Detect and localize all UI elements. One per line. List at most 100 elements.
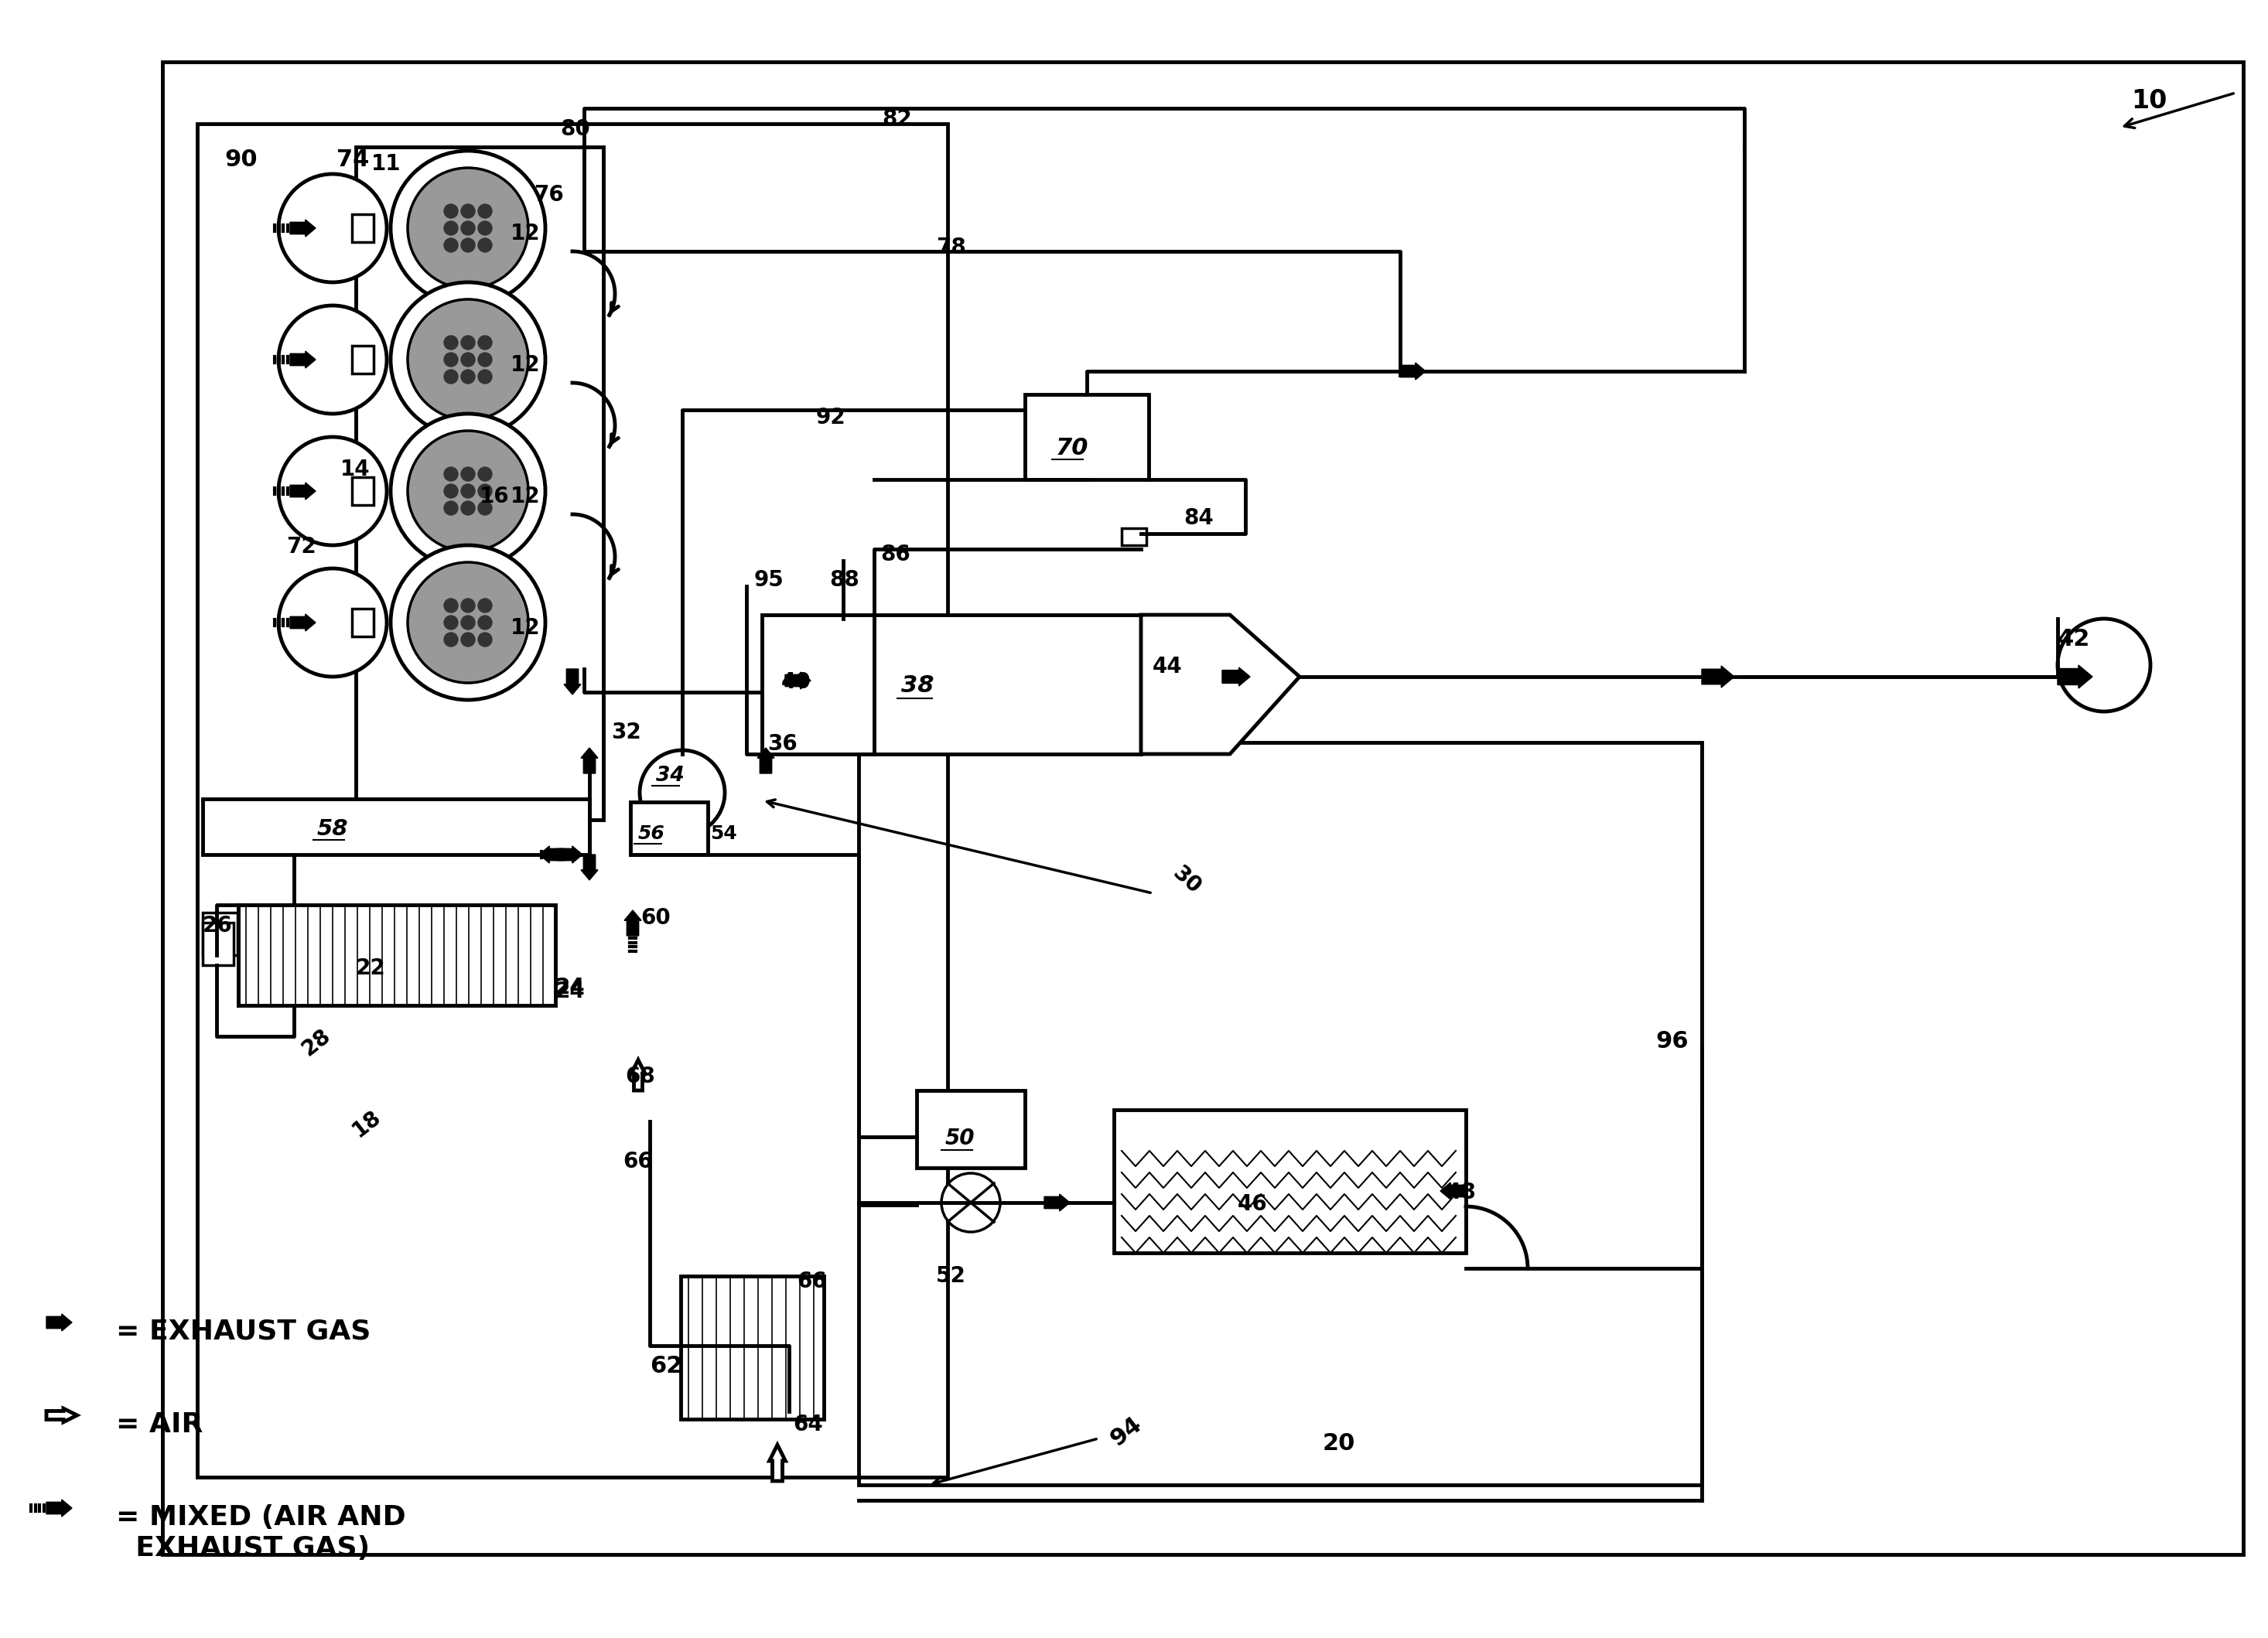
Circle shape xyxy=(445,336,458,349)
Circle shape xyxy=(2057,619,2150,711)
Circle shape xyxy=(479,616,492,629)
Bar xyxy=(202,922,234,965)
FancyArrow shape xyxy=(785,672,810,690)
Circle shape xyxy=(460,632,474,647)
Circle shape xyxy=(479,238,492,252)
Circle shape xyxy=(445,485,458,498)
Circle shape xyxy=(640,750,726,835)
Bar xyxy=(352,609,374,637)
Circle shape xyxy=(941,1173,1000,1232)
Circle shape xyxy=(479,485,492,498)
Text: 60: 60 xyxy=(640,907,671,929)
Circle shape xyxy=(408,431,528,552)
Circle shape xyxy=(479,352,492,367)
Bar xyxy=(762,614,1141,753)
Circle shape xyxy=(479,467,492,482)
Circle shape xyxy=(445,352,458,367)
Circle shape xyxy=(390,151,544,305)
Bar xyxy=(1114,1111,1465,1253)
Circle shape xyxy=(460,370,474,383)
Text: 66: 66 xyxy=(624,1152,653,1173)
Text: = EXHAUST GAS: = EXHAUST GAS xyxy=(116,1319,370,1345)
Bar xyxy=(197,124,948,1477)
Bar xyxy=(356,147,603,819)
Text: 30: 30 xyxy=(1168,862,1204,898)
Circle shape xyxy=(479,205,492,218)
FancyArrow shape xyxy=(1440,1183,1465,1199)
Circle shape xyxy=(408,167,528,288)
Bar xyxy=(238,904,556,1006)
Text: = MIXED (AIR AND: = MIXED (AIR AND xyxy=(116,1504,406,1530)
Polygon shape xyxy=(1141,614,1300,753)
FancyArrow shape xyxy=(1043,1194,1070,1210)
Bar xyxy=(1025,395,1148,480)
Polygon shape xyxy=(769,1445,785,1481)
Text: = AIR: = AIR xyxy=(116,1412,202,1438)
Text: 14: 14 xyxy=(340,459,370,480)
FancyArrow shape xyxy=(565,668,581,695)
FancyArrow shape xyxy=(290,483,315,500)
Circle shape xyxy=(479,370,492,383)
Circle shape xyxy=(445,370,458,383)
Circle shape xyxy=(460,598,474,613)
Text: 36: 36 xyxy=(767,734,798,755)
FancyArrow shape xyxy=(581,749,599,773)
Text: 34: 34 xyxy=(655,765,685,786)
Circle shape xyxy=(390,545,544,699)
FancyArrow shape xyxy=(1701,667,1735,688)
FancyArrow shape xyxy=(2057,665,2093,688)
Text: 26: 26 xyxy=(202,916,234,937)
Text: 28: 28 xyxy=(297,1025,336,1060)
Text: 12: 12 xyxy=(510,223,540,244)
FancyArrow shape xyxy=(45,1499,73,1517)
Text: 62: 62 xyxy=(649,1355,683,1378)
Text: 24: 24 xyxy=(556,981,585,1002)
Circle shape xyxy=(479,221,492,236)
Text: 46: 46 xyxy=(1238,1194,1268,1215)
Bar xyxy=(860,742,1701,1486)
Text: 40: 40 xyxy=(780,672,812,693)
Text: 70: 70 xyxy=(1057,437,1089,459)
Text: 90: 90 xyxy=(225,149,256,170)
Circle shape xyxy=(460,616,474,629)
Text: 20: 20 xyxy=(1322,1432,1356,1455)
Text: 84: 84 xyxy=(1184,508,1213,529)
Circle shape xyxy=(479,501,492,514)
Circle shape xyxy=(408,562,528,683)
Text: 56: 56 xyxy=(637,824,665,844)
Circle shape xyxy=(479,632,492,647)
FancyArrow shape xyxy=(558,847,583,863)
Circle shape xyxy=(390,414,544,568)
Text: 48: 48 xyxy=(1447,1181,1476,1204)
Text: 78: 78 xyxy=(937,236,966,259)
Text: 22: 22 xyxy=(356,958,386,980)
Text: 18: 18 xyxy=(347,1106,386,1142)
Text: 52: 52 xyxy=(937,1265,966,1287)
Text: 66: 66 xyxy=(796,1271,828,1292)
Circle shape xyxy=(460,221,474,236)
Circle shape xyxy=(445,616,458,629)
Polygon shape xyxy=(631,1060,644,1091)
Circle shape xyxy=(445,467,458,482)
Text: 10: 10 xyxy=(2132,88,2166,113)
Text: 11: 11 xyxy=(372,152,401,175)
Text: 12: 12 xyxy=(510,618,540,639)
Text: 80: 80 xyxy=(560,118,590,139)
Circle shape xyxy=(460,238,474,252)
Circle shape xyxy=(460,205,474,218)
Text: 64: 64 xyxy=(794,1414,823,1435)
FancyArrow shape xyxy=(45,1314,73,1332)
Bar xyxy=(202,799,590,855)
Circle shape xyxy=(460,485,474,498)
FancyArrow shape xyxy=(1222,667,1250,686)
Circle shape xyxy=(479,598,492,613)
Text: 72: 72 xyxy=(286,536,315,557)
FancyArrow shape xyxy=(624,911,642,935)
Circle shape xyxy=(445,598,458,613)
Text: 88: 88 xyxy=(830,568,860,591)
FancyArrow shape xyxy=(1399,362,1427,380)
Text: 32: 32 xyxy=(610,722,642,744)
Circle shape xyxy=(460,501,474,514)
Bar xyxy=(916,1091,1025,1168)
FancyArrow shape xyxy=(290,351,315,369)
